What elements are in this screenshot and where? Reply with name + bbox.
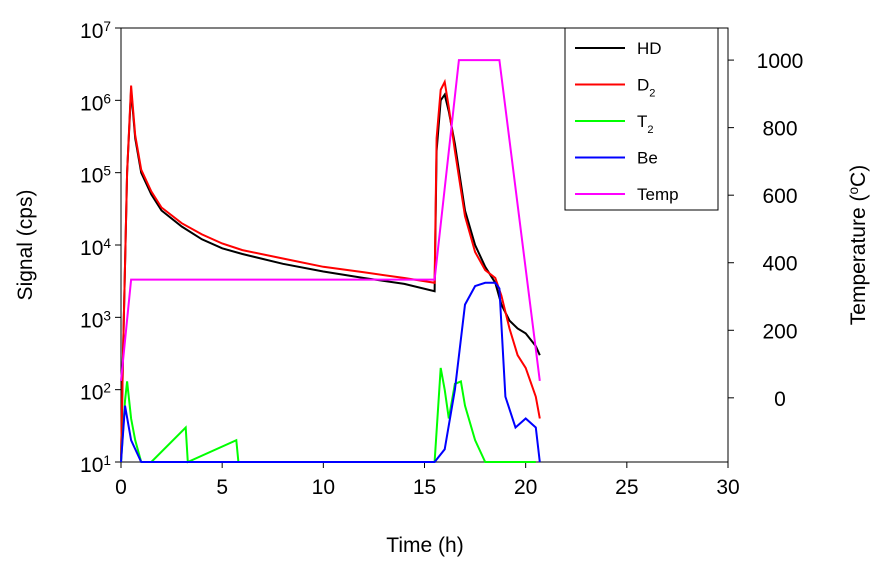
series-line bbox=[120, 281, 541, 463]
y-tick-label: 105 bbox=[80, 163, 111, 188]
legend-label: Be bbox=[637, 149, 658, 168]
legend-label: D2 bbox=[637, 76, 655, 100]
y2-tick-label: 400 bbox=[762, 253, 797, 276]
series-line bbox=[120, 59, 541, 382]
y-tick-label: 104 bbox=[80, 236, 111, 261]
y-tick-label: 102 bbox=[80, 380, 111, 405]
x-tick-label: 15 bbox=[413, 476, 436, 499]
y2-tick-label: 1000 bbox=[757, 50, 804, 73]
legend-box bbox=[564, 27, 719, 211]
y2-tick-label: 600 bbox=[762, 185, 797, 208]
y-tick-label: 103 bbox=[80, 308, 111, 333]
legend-label: Temp bbox=[637, 185, 679, 204]
y-tick-label: 106 bbox=[80, 91, 111, 116]
y2-tick-label: 0 bbox=[774, 388, 786, 411]
x-tick-label: 30 bbox=[716, 476, 739, 499]
legend-label: HD bbox=[637, 39, 662, 58]
series-line bbox=[120, 89, 541, 463]
x-tick-label: 25 bbox=[615, 476, 638, 499]
x-tick-label: 5 bbox=[216, 476, 228, 499]
y-axis-label: Signal (cps) bbox=[14, 190, 37, 301]
x-tick-label: 0 bbox=[115, 476, 127, 499]
x-tick-label: 10 bbox=[312, 476, 335, 499]
x-tick-label: 20 bbox=[514, 476, 537, 499]
y2-axis-label: Temperature (oC) bbox=[846, 165, 871, 325]
y2-tick-label: 200 bbox=[762, 320, 797, 343]
y-tick-label: 101 bbox=[80, 453, 111, 478]
series-line bbox=[120, 367, 536, 464]
y2-tick-label: 800 bbox=[762, 118, 797, 141]
legend-label: T2 bbox=[637, 112, 654, 136]
x-axis-label: Time (h) bbox=[386, 534, 463, 557]
legend: HD D2 T2 Be Temp bbox=[564, 27, 719, 211]
y-tick-label: 107 bbox=[80, 19, 111, 44]
